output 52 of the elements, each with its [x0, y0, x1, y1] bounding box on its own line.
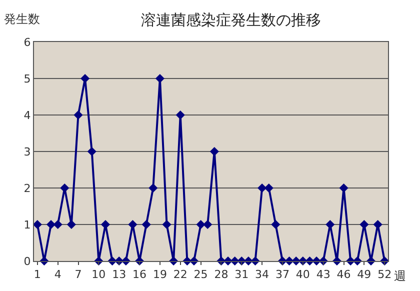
x-tick-label: 25 [194, 268, 208, 282]
y-tick-label: 4 [24, 108, 31, 122]
x-tick-label: 40 [296, 268, 310, 282]
y-tick-label: 0 [24, 254, 31, 268]
x-tick-label: 49 [357, 268, 372, 282]
x-tick-label: 1 [34, 268, 41, 282]
point [53, 220, 62, 230]
point [87, 146, 96, 156]
y-axis-title: 発生数 [4, 12, 40, 26]
point [148, 183, 158, 193]
x-tick-label: 28 [214, 268, 228, 282]
x-tick-label: 19 [152, 268, 167, 282]
y-tick-label: 3 [24, 145, 31, 158]
point [74, 110, 83, 120]
point [60, 183, 70, 193]
point [46, 220, 56, 230]
point [339, 183, 348, 193]
point [162, 220, 172, 230]
y-tick-label: 1 [24, 218, 31, 232]
x-tick-label: 7 [74, 268, 82, 282]
point [373, 220, 382, 230]
y-tick-label: 2 [24, 182, 31, 195]
x-tick-label: 4 [54, 268, 62, 282]
point [32, 220, 42, 230]
x-tick-label: 16 [132, 268, 147, 282]
x-axis-title: 週 [394, 269, 406, 283]
chart-title: 溶連菌感染症発生数の推移 [141, 11, 321, 30]
x-tick-label: 22 [173, 268, 188, 282]
x-tick-label: 13 [112, 268, 126, 282]
point [196, 220, 206, 230]
point [203, 220, 212, 230]
point [66, 220, 76, 230]
x-tick-label: 10 [92, 268, 106, 282]
x-tick-label: 34 [255, 268, 270, 282]
point [155, 74, 164, 84]
y-tick-label: 6 [24, 36, 31, 49]
point [326, 220, 335, 230]
point [142, 220, 151, 230]
point [360, 220, 369, 230]
point [258, 183, 267, 193]
x-tick-label: 52 [378, 268, 392, 282]
point [128, 220, 138, 230]
x-tick-label: 31 [234, 268, 249, 282]
point [80, 74, 90, 84]
x-tick-label: 43 [316, 268, 330, 282]
y-tick-label: 5 [24, 72, 31, 86]
point [264, 183, 274, 193]
point [176, 110, 185, 120]
x-tick-label: 46 [336, 268, 351, 282]
x-tick-label: 37 [275, 268, 290, 282]
point [210, 146, 219, 156]
point [271, 220, 280, 230]
